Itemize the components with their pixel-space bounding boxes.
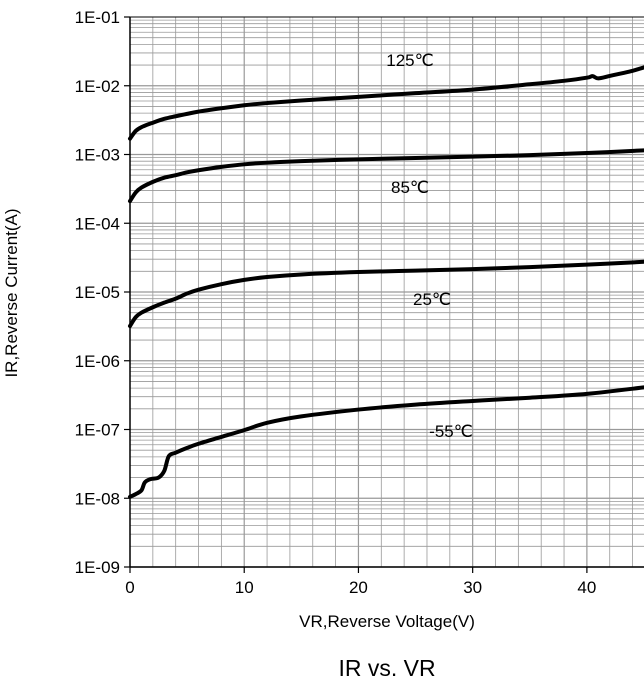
y-tick-label: 1E-09 xyxy=(75,558,120,577)
series-line-25c xyxy=(128,259,644,329)
y-tick-label: 1E-05 xyxy=(75,283,120,302)
series-annotations: 125℃ 85℃ 25℃ -55℃ xyxy=(386,51,473,441)
x-tick-label: 40 xyxy=(577,578,596,597)
x-tick-label: 0 xyxy=(125,578,134,597)
series-line-85c xyxy=(128,148,644,204)
tick-labels: 1E-09 1E-08 1E-07 1E-06 1E-05 1E-04 1E-03 1E-02… xyxy=(75,8,597,597)
series-line-125c xyxy=(128,65,644,141)
series-annotation: -55℃ xyxy=(429,422,473,441)
x-axis-label: VR,Reverse Voltage(V) xyxy=(299,612,475,631)
y-tick-label: 1E-02 xyxy=(75,77,120,96)
y-axis-label: IR,Reverse Current(A) xyxy=(2,208,21,377)
chart-title: IR vs. VR xyxy=(338,655,435,681)
y-tick-label: 1E-04 xyxy=(75,214,120,233)
y-tick-label: 1E-06 xyxy=(75,352,120,371)
x-tick-label: 30 xyxy=(463,578,482,597)
y-tick-label: 1E-01 xyxy=(75,8,120,27)
series-line-minus-55c xyxy=(128,385,644,499)
series-annotation: 85℃ xyxy=(391,178,429,197)
x-tick-label: 10 xyxy=(235,578,254,597)
x-tick-label: 20 xyxy=(349,578,368,597)
y-tick-label: 1E-03 xyxy=(75,146,120,165)
series-annotation: 125℃ xyxy=(386,51,433,70)
y-tick-label: 1E-07 xyxy=(75,421,120,440)
series-annotation: 25℃ xyxy=(413,290,451,309)
series-lines xyxy=(128,65,644,499)
grid xyxy=(130,17,644,568)
y-tick-label: 1E-08 xyxy=(75,489,120,508)
